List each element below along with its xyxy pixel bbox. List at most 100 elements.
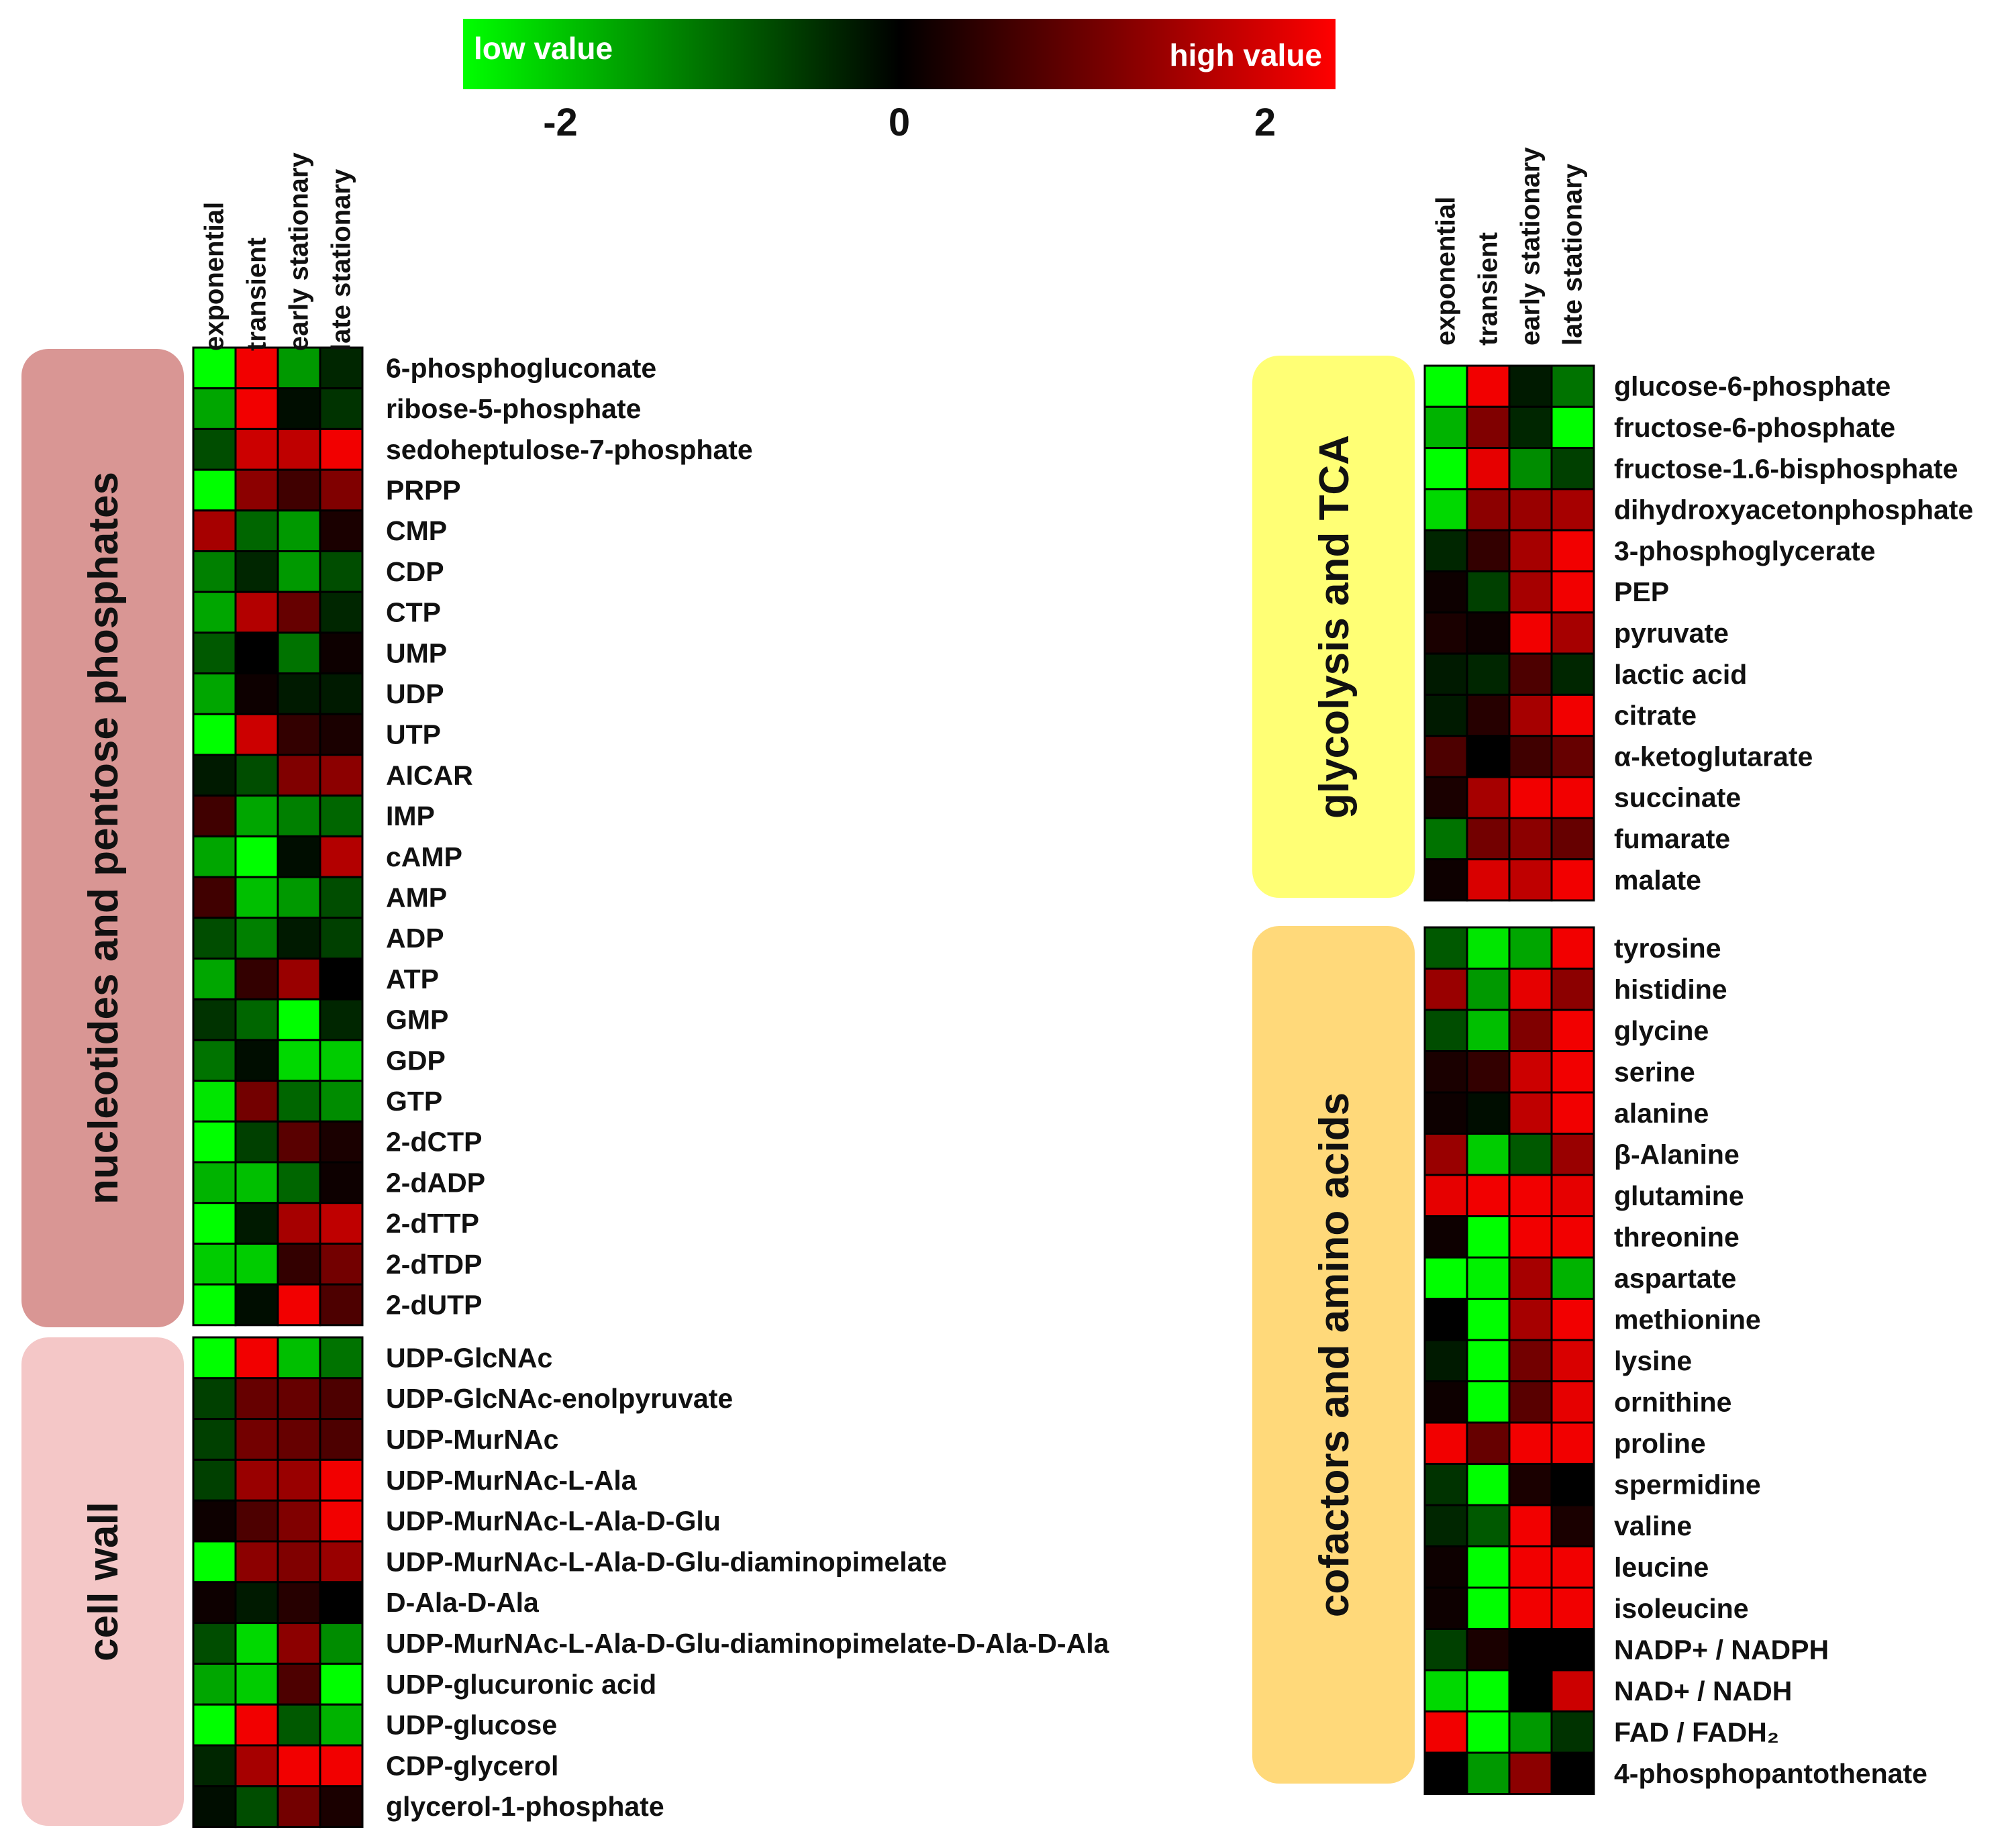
heatmap-cell-6-phosphogluconate-early-stationary	[276, 346, 321, 390]
heatmap-cell-succinate-transient	[1466, 776, 1511, 819]
row-label-udp-glucuronic-acid: UDP-glucuronic acid	[386, 1669, 656, 1700]
heatmap-cell-3-phosphoglycerate-exponential	[1423, 529, 1468, 573]
row-label-fad-fadh: FAD / FADH₂	[1614, 1716, 1779, 1747]
heatmap-cell-spermidine-exponential	[1423, 1463, 1468, 1506]
heatmap-cell-udp-glucuronic-acid-transient	[234, 1662, 279, 1706]
heatmap-cell-valine-transient	[1466, 1504, 1511, 1547]
heatmap-cell-glycine-exponential	[1423, 1009, 1468, 1052]
row-label-d-ala-d-ala: D-Ala-D-Ala	[386, 1587, 540, 1618]
heatmap-cell-udp-glcnac-enolpyruvate-early-stationary	[276, 1377, 321, 1421]
heatmap-cell-2-dttp-early-stationary	[276, 1202, 321, 1245]
heatmap-cell-cdp-glycerol-exponential	[192, 1744, 237, 1788]
heatmap-cell-ribose-5-phosphate-transient	[234, 387, 279, 430]
group-label-glycolysis-and-tca: glycolysis and TCA	[1311, 435, 1358, 819]
heatmap-cell-nad-nadh-late-stationary	[1550, 1669, 1595, 1712]
heatmap-cell-prpp-late-stationary	[319, 468, 364, 512]
group-box-cell-wall	[21, 1337, 184, 1826]
heatmap-cell-methionine-late-stationary	[1550, 1298, 1595, 1341]
heatmap-cell-ctp-early-stationary	[276, 591, 321, 634]
heatmap-cell-fructose-1-6-bisphosphate-early-stationary	[1508, 447, 1553, 491]
heatmap-cell-2-dtdp-early-stationary	[276, 1242, 321, 1286]
heatmap-cell-udp-murnac-l-ala-d-glu-diaminopimelate-early-stationary	[276, 1540, 321, 1584]
heatmap-cell-ketoglutarate-late-stationary	[1550, 735, 1595, 778]
heatmap-cell-udp-murnac-l-ala-d-glu-exponential	[192, 1499, 237, 1543]
heatmap-cell-pep-late-stationary	[1550, 570, 1595, 614]
heatmap-cell-glycerol-1-phosphate-early-stationary	[276, 1785, 321, 1829]
heatmap-cell-sedoheptulose-7-phosphate-transient	[234, 427, 279, 471]
row-label-glycerol-1-phosphate: glycerol-1-phosphate	[386, 1791, 664, 1822]
heatmap-cell-cdp-glycerol-early-stationary	[276, 1744, 321, 1788]
heatmap-cell-gtp-late-stationary	[319, 1080, 364, 1123]
heatmap-cell-udp-murnac-early-stationary	[276, 1418, 321, 1461]
heatmap-cell-glucose-6-phosphate-exponential	[1423, 364, 1468, 408]
heatmap-cell-2-dadp-early-stationary	[276, 1161, 321, 1204]
heatmap-cell-d-ala-d-ala-exponential	[192, 1581, 237, 1625]
heatmap-cell-udp-murnac-exponential	[192, 1418, 237, 1461]
heatmap-cell-alanine-early-stationary	[1508, 1133, 1553, 1176]
row-label-valine: valine	[1614, 1510, 1692, 1541]
row-label-udp-glucose: UDP-glucose	[386, 1710, 557, 1741]
row-label-2-dtdp: 2-dTDP	[386, 1249, 483, 1280]
heatmap-cell-fructose-6-phosphate-transient	[1466, 405, 1511, 450]
row-label-ketoglutarate: α-ketoglutarate	[1614, 741, 1813, 772]
row-label-isoleucine: isoleucine	[1614, 1593, 1749, 1624]
heatmap-cell-udp-murnac-l-ala-d-glu-diaminopimelate-d-ala-d-ala-late-stationary	[319, 1622, 364, 1665]
heatmap-cell-glycine-early-stationary	[1508, 1009, 1553, 1052]
heatmap-cell-fumarate-early-stationary	[1508, 817, 1553, 861]
heatmap-cell-utp-transient	[234, 713, 279, 756]
row-label-utp: UTP	[386, 719, 441, 750]
heatmap-cell-fructose-6-phosphate-late-stationary	[1550, 405, 1595, 450]
heatmap-cell-histidine-late-stationary	[1550, 968, 1595, 1011]
heatmap-cell-histidine-exponential	[1423, 968, 1468, 1011]
row-label-3-phosphoglycerate: 3-phosphoglycerate	[1614, 535, 1876, 566]
row-label-ornithine: ornithine	[1614, 1386, 1731, 1417]
heatmap-cell-cmp-late-stationary	[319, 509, 364, 552]
row-label-spermidine: spermidine	[1614, 1469, 1761, 1500]
row-label-sedoheptulose-7-phosphate: sedoheptulose-7-phosphate	[386, 434, 753, 465]
row-label-ctp: CTP	[386, 597, 441, 628]
row-label-gmp: GMP	[386, 1005, 448, 1035]
heatmap-cell-ribose-5-phosphate-exponential	[192, 387, 237, 430]
row-label-lysine: lysine	[1614, 1345, 1692, 1376]
column-header-exponential: exponential	[1431, 197, 1461, 346]
row-label-udp-murnac-l-ala-d-glu-diaminopimelate-d-ala-d-ala: UDP-MurNAc-L-Ala-D-Glu-diaminopimelate-D…	[386, 1628, 1110, 1659]
heatmap-cell-isoleucine-late-stationary	[1550, 1586, 1595, 1630]
heatmap-cell-ribose-5-phosphate-late-stationary	[319, 387, 364, 430]
heatmap-cell-fructose-6-phosphate-early-stationary	[1508, 405, 1553, 450]
heatmap-cell-ketoglutarate-exponential	[1423, 735, 1468, 778]
row-label-2-dadp: 2-dADP	[386, 1167, 485, 1198]
group-backgrounds	[21, 349, 1415, 1826]
heatmap-cell-udp-exponential	[192, 672, 237, 715]
group-box-nucleotides-and-pentose-phosphates	[21, 349, 184, 1327]
heatmap-cell-adp-transient	[234, 917, 279, 960]
heatmap-cell-2-dutp-exponential	[192, 1283, 237, 1327]
row-label-ump: UMP	[386, 637, 447, 668]
heatmap-cell-amp-early-stationary	[276, 876, 321, 919]
row-label-gtp: GTP	[386, 1086, 442, 1117]
heatmap-cell-udp-glucuronic-acid-early-stationary	[276, 1662, 321, 1706]
heatmap-cell-fumarate-exponential	[1423, 817, 1468, 861]
row-label-adp: ADP	[386, 923, 444, 954]
heatmap-cell-tyrosine-late-stationary	[1550, 926, 1595, 970]
heatmap-cell-ump-transient	[234, 631, 279, 675]
heatmap-cell-isoleucine-early-stationary	[1508, 1586, 1553, 1630]
heatmap-cell-adp-late-stationary	[319, 917, 364, 960]
heatmap-cell-ketoglutarate-transient	[1466, 735, 1511, 778]
heatmap-cell-pyruvate-early-stationary	[1508, 611, 1553, 655]
heatmap-cell-nadp-nadph-exponential	[1423, 1628, 1468, 1672]
heatmap-cell-pyruvate-exponential	[1423, 611, 1468, 655]
row-label-citrate: citrate	[1614, 700, 1697, 731]
heatmap-cell-imp-early-stationary	[276, 794, 321, 837]
row-label-2-dttp: 2-dTTP	[386, 1208, 479, 1239]
group-box-cofactors-and-amino-acids	[1252, 926, 1415, 1784]
heatmap-cell-succinate-exponential	[1423, 776, 1468, 819]
heatmap-cell-udp-glucose-transient	[234, 1703, 279, 1747]
heatmap-cell-2-dttp-transient	[234, 1202, 279, 1245]
heatmap-cell-spermidine-early-stationary	[1508, 1463, 1553, 1506]
heatmap-cell-2-dttp-late-stationary	[319, 1202, 364, 1245]
heatmap-cell-udp-glcnac-enolpyruvate-transient	[234, 1377, 279, 1421]
row-label-methionine: methionine	[1614, 1304, 1761, 1335]
heatmap-cell-cdp-glycerol-late-stationary	[319, 1744, 364, 1788]
heatmap-cell-fructose-6-phosphate-exponential	[1423, 405, 1468, 450]
heatmap-cell-aicar-exponential	[192, 754, 237, 797]
